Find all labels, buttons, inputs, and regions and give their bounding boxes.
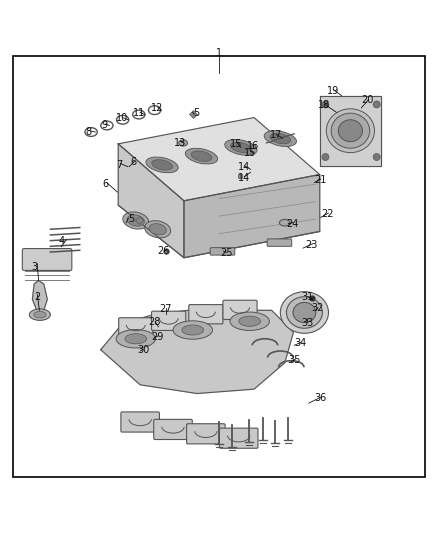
Text: 32: 32 [311,303,323,313]
Circle shape [322,101,329,108]
Text: 29: 29 [152,332,164,342]
FancyBboxPatch shape [119,318,153,337]
Text: 20: 20 [362,95,374,105]
Ellipse shape [331,113,370,148]
Ellipse shape [264,131,297,147]
Text: 17: 17 [270,130,282,140]
Ellipse shape [230,312,269,330]
Text: 7: 7 [116,160,122,170]
Text: 16: 16 [247,141,259,151]
Ellipse shape [191,151,212,161]
FancyBboxPatch shape [152,311,186,330]
Text: 8: 8 [85,127,92,137]
Ellipse shape [179,140,187,146]
Text: 1: 1 [216,48,222,58]
Ellipse shape [225,140,257,155]
Polygon shape [101,310,293,393]
Text: 21: 21 [314,175,327,185]
Text: 4: 4 [58,236,64,246]
Circle shape [322,154,329,160]
Polygon shape [118,118,320,201]
Text: 27: 27 [159,304,171,314]
Ellipse shape [145,221,171,238]
Text: 14: 14 [238,173,250,183]
Text: 26: 26 [158,246,170,256]
Text: 34: 34 [295,338,307,348]
Text: 36: 36 [314,393,327,403]
Text: 30: 30 [137,345,149,355]
Text: 5: 5 [193,108,199,118]
Text: 6: 6 [102,179,108,189]
Ellipse shape [173,321,212,339]
Polygon shape [184,174,320,258]
Ellipse shape [280,292,328,333]
FancyBboxPatch shape [22,248,72,270]
Ellipse shape [239,316,261,326]
Ellipse shape [293,302,316,322]
Ellipse shape [152,160,173,170]
Ellipse shape [116,329,155,348]
Text: 15: 15 [230,139,243,149]
FancyBboxPatch shape [219,428,258,448]
Text: 18: 18 [318,100,330,110]
FancyBboxPatch shape [189,304,223,324]
Text: 15: 15 [244,148,257,158]
Text: 24: 24 [286,219,298,229]
FancyBboxPatch shape [223,300,257,319]
Text: 19: 19 [327,86,339,96]
Ellipse shape [338,120,363,142]
Text: 9: 9 [101,120,107,131]
Text: 35: 35 [288,355,300,365]
Text: 22: 22 [321,209,334,219]
Polygon shape [320,96,381,166]
Text: 14: 14 [238,161,250,172]
Ellipse shape [182,325,204,335]
Ellipse shape [279,220,290,226]
Text: 3: 3 [31,262,37,271]
Text: 11: 11 [133,108,145,118]
FancyBboxPatch shape [154,419,192,440]
FancyBboxPatch shape [210,248,235,255]
Text: 28: 28 [148,317,160,327]
Ellipse shape [146,157,178,173]
Ellipse shape [286,297,322,328]
Ellipse shape [29,309,50,320]
Ellipse shape [34,311,46,318]
Ellipse shape [125,334,147,344]
Circle shape [373,101,380,108]
Ellipse shape [230,142,251,152]
Text: 33: 33 [301,318,314,328]
Text: 25: 25 [220,248,233,259]
Polygon shape [32,280,47,310]
Text: 5: 5 [128,214,134,224]
Ellipse shape [127,215,145,226]
Ellipse shape [123,212,149,229]
Ellipse shape [149,224,166,235]
Text: 23: 23 [306,240,318,249]
Text: 2: 2 [34,292,40,302]
FancyBboxPatch shape [267,239,292,246]
FancyBboxPatch shape [187,424,225,444]
Ellipse shape [326,109,374,152]
Ellipse shape [270,133,291,144]
Text: 10: 10 [116,114,128,124]
Circle shape [373,154,380,160]
Text: 12: 12 [151,103,163,113]
Text: 6: 6 [131,157,137,167]
Polygon shape [118,144,184,258]
FancyBboxPatch shape [121,412,159,432]
Text: 31: 31 [301,292,314,302]
Text: 13: 13 [173,138,186,148]
Ellipse shape [185,148,218,164]
